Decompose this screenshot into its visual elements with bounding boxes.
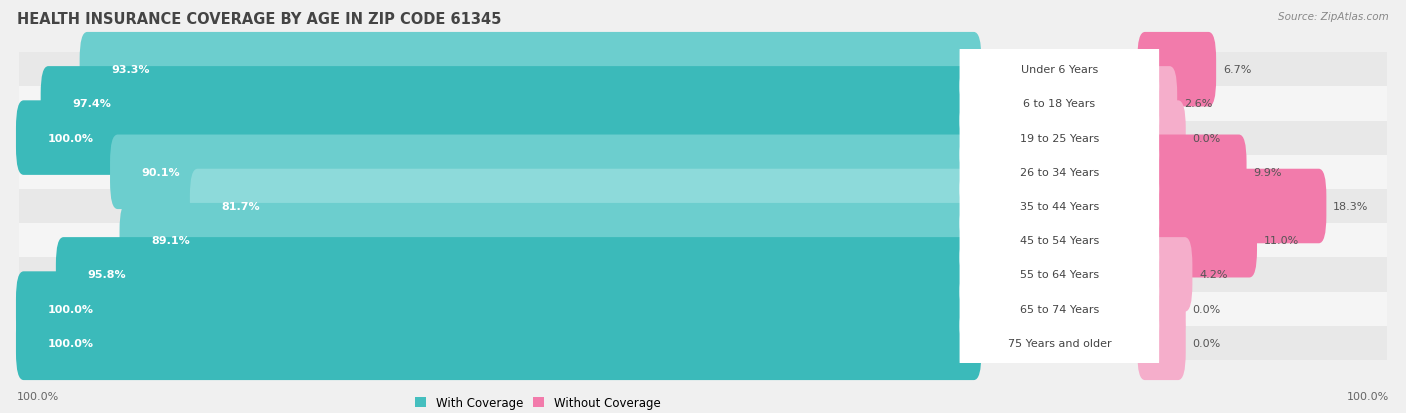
FancyBboxPatch shape [959,240,1159,309]
Text: 0.0%: 0.0% [1192,304,1220,314]
Text: 100.0%: 100.0% [17,391,59,401]
FancyBboxPatch shape [18,258,1388,292]
FancyBboxPatch shape [18,292,1388,326]
FancyBboxPatch shape [80,33,981,107]
FancyBboxPatch shape [1137,101,1185,176]
FancyBboxPatch shape [959,138,1159,207]
FancyBboxPatch shape [18,53,1388,87]
Text: 90.1%: 90.1% [142,167,180,177]
Text: 100.0%: 100.0% [48,304,93,314]
FancyBboxPatch shape [959,274,1159,343]
Text: 95.8%: 95.8% [87,270,127,280]
FancyBboxPatch shape [18,326,1388,360]
FancyBboxPatch shape [18,223,1388,258]
FancyBboxPatch shape [959,104,1159,173]
Text: 45 to 54 Years: 45 to 54 Years [1019,236,1099,246]
Text: 100.0%: 100.0% [48,133,93,143]
FancyBboxPatch shape [41,67,981,141]
FancyBboxPatch shape [959,206,1159,275]
FancyBboxPatch shape [18,190,1388,223]
FancyBboxPatch shape [1137,272,1185,346]
Text: 26 to 34 Years: 26 to 34 Years [1019,167,1099,177]
FancyBboxPatch shape [15,272,981,346]
Text: 6 to 18 Years: 6 to 18 Years [1024,99,1095,109]
Text: 11.0%: 11.0% [1264,236,1299,246]
Text: 0.0%: 0.0% [1192,338,1220,348]
FancyBboxPatch shape [110,135,981,209]
Text: 6.7%: 6.7% [1223,65,1251,75]
Text: 65 to 74 Years: 65 to 74 Years [1019,304,1099,314]
Text: 93.3%: 93.3% [111,65,149,75]
FancyBboxPatch shape [959,172,1159,241]
FancyBboxPatch shape [959,70,1159,139]
Text: 0.0%: 0.0% [1192,133,1220,143]
FancyBboxPatch shape [15,306,981,380]
Text: 18.3%: 18.3% [1333,202,1368,211]
Text: 2.6%: 2.6% [1184,99,1212,109]
FancyBboxPatch shape [190,169,981,244]
FancyBboxPatch shape [1137,135,1247,209]
FancyBboxPatch shape [959,309,1159,377]
Text: 4.2%: 4.2% [1199,270,1227,280]
Text: 75 Years and older: 75 Years and older [1008,338,1111,348]
FancyBboxPatch shape [18,87,1388,121]
FancyBboxPatch shape [1137,306,1185,380]
Text: 100.0%: 100.0% [48,338,93,348]
Text: Under 6 Years: Under 6 Years [1021,65,1098,75]
FancyBboxPatch shape [18,121,1388,155]
Text: 19 to 25 Years: 19 to 25 Years [1019,133,1099,143]
Text: 100.0%: 100.0% [1347,391,1389,401]
FancyBboxPatch shape [1137,204,1257,278]
Text: HEALTH INSURANCE COVERAGE BY AGE IN ZIP CODE 61345: HEALTH INSURANCE COVERAGE BY AGE IN ZIP … [17,12,502,27]
FancyBboxPatch shape [1137,237,1192,312]
Text: Source: ZipAtlas.com: Source: ZipAtlas.com [1278,12,1389,22]
Text: 9.9%: 9.9% [1253,167,1282,177]
Legend: With Coverage, Without Coverage: With Coverage, Without Coverage [411,392,665,413]
Text: 55 to 64 Years: 55 to 64 Years [1019,270,1099,280]
FancyBboxPatch shape [1137,169,1326,244]
FancyBboxPatch shape [120,204,981,278]
FancyBboxPatch shape [959,36,1159,104]
Text: 81.7%: 81.7% [221,202,260,211]
Text: 35 to 44 Years: 35 to 44 Years [1019,202,1099,211]
FancyBboxPatch shape [56,237,981,312]
FancyBboxPatch shape [15,101,981,176]
FancyBboxPatch shape [1137,67,1177,141]
FancyBboxPatch shape [1137,33,1216,107]
Text: 89.1%: 89.1% [150,236,190,246]
FancyBboxPatch shape [18,155,1388,190]
Text: 97.4%: 97.4% [72,99,111,109]
